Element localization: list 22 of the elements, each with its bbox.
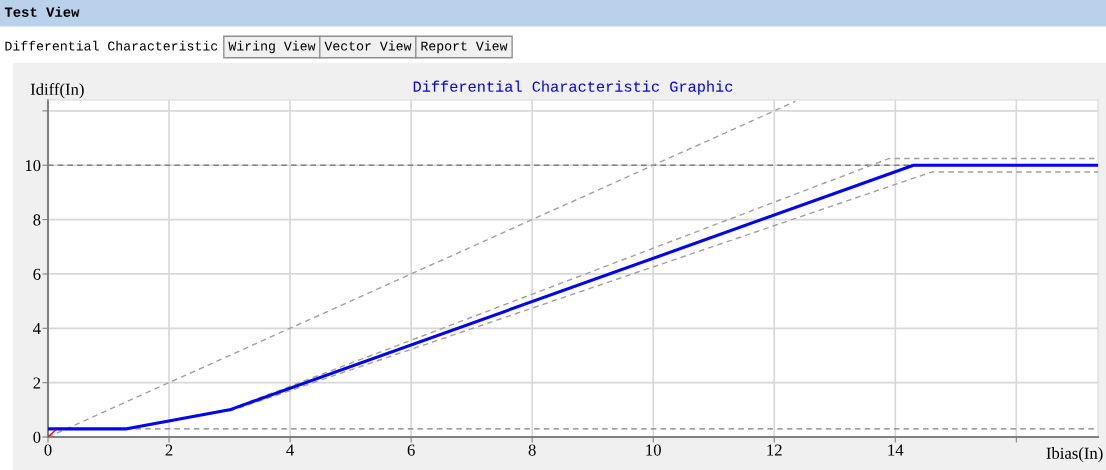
text: Wiring View: [228, 40, 316, 54]
x-tick-label: 2: [165, 444, 173, 456]
x-tick-label: 0: [44, 444, 52, 456]
text: Report View: [421, 40, 508, 54]
y-tick-label: 8: [33, 214, 41, 226]
x-tick-label: 4: [286, 444, 294, 456]
x-tick-label: 12: [767, 444, 782, 456]
x-tick-label: 6: [407, 444, 415, 456]
y-tick-label: 0: [33, 431, 41, 443]
y-tick-label: 4: [33, 323, 41, 335]
text: Test View: [4, 6, 80, 17]
x-tick-label: 8: [528, 444, 536, 456]
y-axis-title: Idiff(In): [30, 83, 84, 99]
text: Vector View: [324, 40, 412, 51]
text: Differential Characteristic: [5, 40, 218, 51]
x-tick-label: 14: [888, 444, 904, 456]
y-tick-label: 10: [25, 159, 41, 172]
y-tick-label: 2: [33, 377, 41, 389]
y-tick-label: 6: [33, 268, 41, 280]
x-axis-title: Ibias(In): [1046, 447, 1103, 463]
chart-title: Differential Characteristic Graphic: [413, 80, 733, 95]
x-tick-label: 10: [646, 444, 661, 456]
